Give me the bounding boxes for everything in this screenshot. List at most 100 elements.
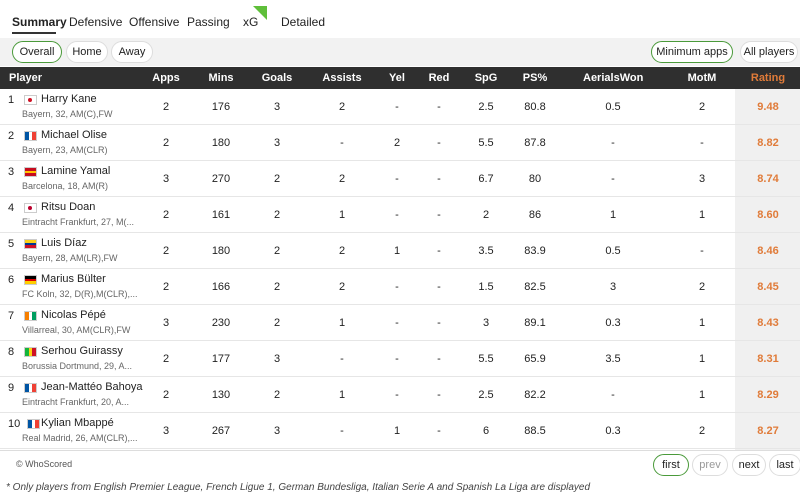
row <box>0 304 800 305</box>
player-name[interactable]: Michael Olise <box>41 129 108 141</box>
column-header[interactable]: SpG <box>474 72 498 84</box>
filter-pill[interactable]: Minimum apps <box>651 41 733 63</box>
stat-cell: 2 <box>273 173 281 185</box>
stat-cell: 180 <box>211 245 231 257</box>
stat-cell: 89.1 <box>524 317 546 329</box>
flag-stripe <box>35 420 40 428</box>
stat-cell: - <box>437 173 441 185</box>
rating: 8.46 <box>757 245 779 257</box>
stat-cell: 82.5 <box>524 281 546 293</box>
filter-pill[interactable]: Home <box>66 41 108 63</box>
rank: 7 <box>8 310 15 322</box>
column-header[interactable]: Assists <box>322 72 362 84</box>
column-header[interactable]: AerialsWon <box>583 72 644 84</box>
player-name[interactable]: Marius Bülter <box>41 273 106 285</box>
flag-mark <box>28 98 32 102</box>
player-info: Borussia Dortmund, 29, A... <box>22 361 133 371</box>
stat-cell: 176 <box>211 101 231 113</box>
rank: 10 <box>8 418 21 430</box>
page-button[interactable]: last <box>769 454 800 476</box>
player-name[interactable]: Luis Díaz <box>41 237 87 249</box>
player-name[interactable]: Serhou Guirassy <box>41 345 123 357</box>
row <box>0 412 800 413</box>
player-info: Eintracht Frankfurt, 27, M(... <box>22 217 135 227</box>
stat-cell: - <box>437 209 441 221</box>
stat-cell: 2 <box>338 173 346 185</box>
flag-stripe <box>25 281 36 285</box>
player-name[interactable]: Lamine Yamal <box>41 165 111 177</box>
stat-cell: - <box>611 389 615 401</box>
tab[interactable]: Detailed <box>281 15 326 29</box>
filter-pill[interactable]: Away <box>111 41 153 63</box>
rating: 8.82 <box>757 137 779 149</box>
stat-cell: - <box>611 173 615 185</box>
tab[interactable]: Summary <box>12 15 67 29</box>
stat-cell: 86 <box>528 209 542 221</box>
stat-cell: 80 <box>528 173 542 185</box>
rank: 4 <box>8 202 15 214</box>
column-header[interactable]: Yel <box>389 72 405 84</box>
player-info: Eintracht Frankfurt, 20, A... <box>22 397 130 407</box>
page-button[interactable]: next <box>732 454 766 476</box>
stat-cell: - <box>700 245 704 257</box>
stat-cell: 88.5 <box>524 425 546 437</box>
tab[interactable]: xG <box>243 15 259 29</box>
tab[interactable]: Offensive <box>129 15 180 29</box>
player-name[interactable]: Ritsu Doan <box>41 201 96 213</box>
column-header[interactable]: Player <box>9 72 43 84</box>
player-name[interactable]: Nicolas Pépé <box>41 309 106 321</box>
column-header[interactable]: PS% <box>522 72 548 84</box>
stat-cell: 2 <box>698 425 706 437</box>
stat-cell: 1 <box>338 317 346 329</box>
stat-cell: - <box>437 245 441 257</box>
stat-cell: 0.5 <box>605 245 621 257</box>
flag-stripe <box>25 384 29 392</box>
stat-cell: 0.3 <box>605 425 621 437</box>
filter-pill[interactable]: All players <box>740 41 798 63</box>
player-info: Bayern, 32, AM(C),FW <box>22 109 113 119</box>
stat-cell: 6.7 <box>478 173 494 185</box>
flag-stripe <box>32 348 37 356</box>
flag-stripe <box>25 242 36 246</box>
stat-cell: 2 <box>338 245 346 257</box>
column-header[interactable]: Apps <box>152 72 180 84</box>
flag-stripe <box>28 420 32 428</box>
filter-pill[interactable]: Overall <box>12 41 62 63</box>
stat-cell: 2 <box>162 137 170 149</box>
stat-cell: 5.5 <box>478 353 494 365</box>
player-name[interactable]: Jean-Mattéo Bahoya <box>41 381 143 393</box>
page-button[interactable]: prev <box>692 454 728 476</box>
rating: 9.48 <box>757 101 779 113</box>
new-badge <box>253 6 267 20</box>
stat-cell: 3 <box>273 137 281 149</box>
footnote: * Only players from English Premier Leag… <box>6 482 591 493</box>
column-header[interactable]: Rating <box>750 72 786 84</box>
stat-cell: 2 <box>393 137 401 149</box>
tab[interactable]: Passing <box>187 15 230 29</box>
stat-cell: - <box>395 317 399 329</box>
flag <box>24 239 37 249</box>
stat-cell: 6 <box>482 425 490 437</box>
stat-cell: 5.5 <box>478 137 494 149</box>
stat-cell: 87.8 <box>524 137 546 149</box>
rating: 8.45 <box>757 281 779 293</box>
rank: 3 <box>8 166 15 178</box>
flag <box>24 347 37 357</box>
flag-stripe <box>25 132 29 140</box>
column-header[interactable]: MotM <box>687 72 717 84</box>
player-name[interactable]: Kylian Mbappé <box>41 417 114 429</box>
tab[interactable]: Defensive <box>69 15 123 29</box>
column-header[interactable]: Mins <box>208 72 234 84</box>
column-header[interactable]: Red <box>428 72 450 84</box>
rank: 2 <box>8 130 15 142</box>
player-name[interactable]: Harry Kane <box>41 93 97 105</box>
flag <box>24 95 37 105</box>
stat-cell: 1 <box>338 389 346 401</box>
column-header[interactable]: Goals <box>261 72 293 84</box>
rank: 9 <box>8 382 15 394</box>
row <box>0 124 800 125</box>
rating: 8.43 <box>757 317 779 329</box>
tab-underline <box>12 32 56 34</box>
rank: 8 <box>8 346 15 358</box>
page-button[interactable]: first <box>653 454 689 476</box>
